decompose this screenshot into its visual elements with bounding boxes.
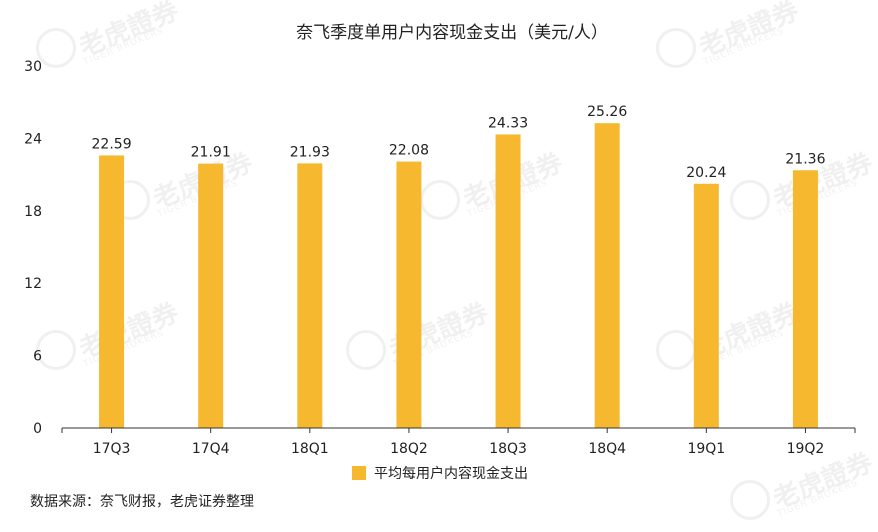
- x-tick-label: 18Q2: [390, 441, 428, 457]
- y-tick-label: 6: [33, 349, 42, 365]
- bar: [693, 183, 719, 428]
- y-tick-label: 0: [33, 421, 42, 437]
- x-tick-label: 18Q1: [291, 441, 329, 457]
- x-tick-label: 18Q3: [489, 441, 527, 457]
- data-label: 22.08: [389, 143, 429, 159]
- data-label: 20.24: [686, 165, 726, 181]
- data-label: 22.59: [92, 136, 132, 152]
- bar: [198, 163, 224, 429]
- bar: [594, 123, 620, 429]
- y-tick-label: 18: [24, 204, 42, 220]
- x-tick-label: 19Q2: [787, 441, 825, 457]
- y-tick-label: 30: [24, 59, 42, 75]
- bar: [297, 163, 323, 429]
- x-axis: 17Q3 17Q4 18Q1 18Q2 18Q3 18Q4 19Q1 19Q2: [61, 427, 856, 457]
- x-tick-label: 17Q3: [93, 441, 131, 457]
- x-tick-label: 19Q1: [687, 441, 725, 457]
- data-label: 24.33: [488, 115, 528, 131]
- y-tick-label: 12: [24, 276, 42, 292]
- data-label: 21.91: [191, 145, 231, 161]
- data-label: 21.93: [290, 144, 330, 160]
- x-tick-label: 17Q4: [192, 441, 230, 457]
- legend: 平均每用户内容现金支出: [352, 465, 528, 482]
- data-label: 25.26: [587, 104, 627, 120]
- chart-title: 奈飞季度单用户内容现金支出（美元/人）: [296, 23, 608, 43]
- legend-swatch: [352, 466, 366, 480]
- x-tick-label: 18Q4: [588, 441, 626, 457]
- legend-label: 平均每用户内容现金支出: [374, 465, 528, 482]
- data-source-note: 数据来源：奈飞财报，老虎证券整理: [30, 494, 254, 510]
- bar: [99, 155, 125, 428]
- bars-group: 22.59 21.91 21.93 22.08 24.33 25.26 20.24 21.36: [92, 104, 826, 429]
- bar: [792, 170, 818, 429]
- y-tick-label: 24: [24, 131, 42, 147]
- data-label: 21.36: [785, 151, 825, 167]
- y-axis: 0 6 12 18 24 30: [24, 59, 42, 437]
- bar: [495, 134, 521, 428]
- bar: [396, 161, 422, 428]
